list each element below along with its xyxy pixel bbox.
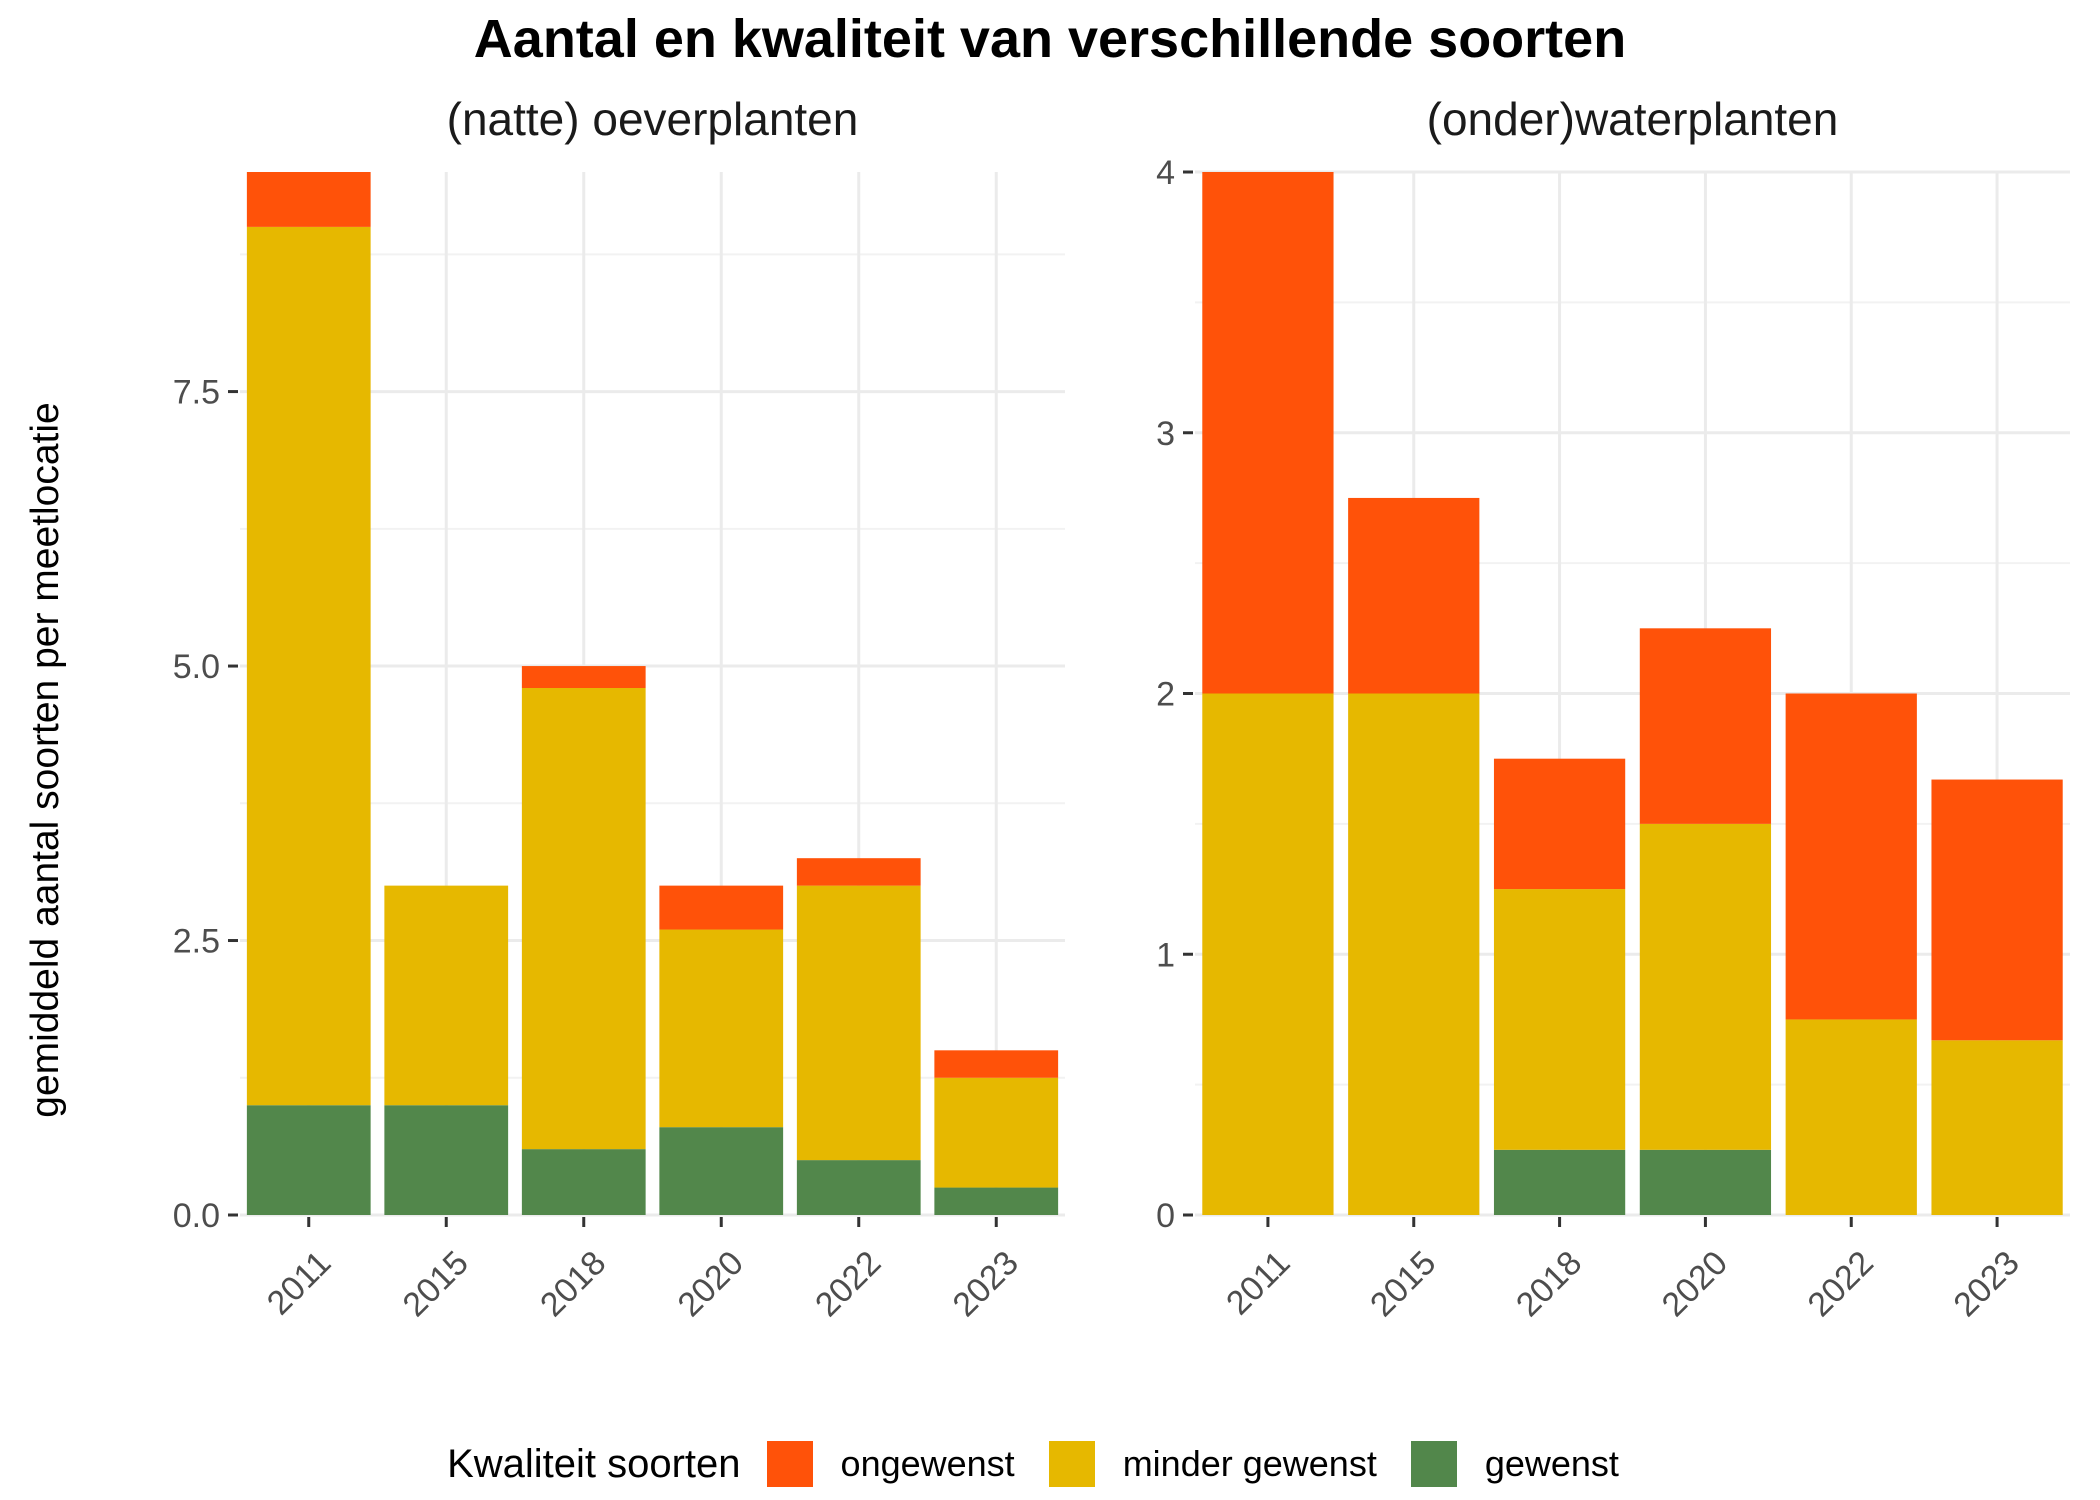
- legend: Kwaliteit soorten ongewenst minder gewen…: [0, 1432, 2100, 1496]
- legend-label-gewenst: gewenst: [1484, 1443, 1619, 1484]
- bar-ongewenst-2018: [1493, 758, 1626, 890]
- x-tick-label: 2020: [671, 1244, 751, 1324]
- legend-key-gewenst: [1410, 1441, 1457, 1487]
- bar-minder-gewenst-2018: [1493, 889, 1626, 1150]
- bar-minder-gewenst-2023: [1931, 1040, 2063, 1215]
- bar-minder-gewenst-2023: [934, 1077, 1059, 1188]
- bar-minder-gewenst-2011: [1202, 693, 1334, 1215]
- legend-label-ongewenst: ongewenst: [840, 1443, 1015, 1484]
- bar-ongewenst-2020: [659, 885, 784, 930]
- chart-canvas: 0.0 2.5 5.0 7.5 2011 2015 2018 2020 2022 2023 (nat…: [173, 93, 2070, 1324]
- bar-minder-gewenst-2020: [659, 929, 784, 1128]
- bar-minder-gewenst-2015: [1348, 693, 1480, 1215]
- x-tick-label: 2022: [808, 1244, 888, 1324]
- panel-2: 0 1 2 3 4 2011 2015 2018 2020 2022 2023 (onder)wate…: [1156, 93, 2070, 1324]
- bar-ongewenst-2022: [796, 858, 921, 886]
- chart-title: Aantal en kwaliteit van verschillende so…: [473, 9, 1627, 69]
- bar-minder-gewenst-2018: [521, 688, 646, 1150]
- x-tick-label: 2015: [396, 1244, 476, 1324]
- panel-1: 0.0 2.5 5.0 7.5 2011 2015 2018 2020 2022 2023 (nat…: [173, 93, 1065, 1324]
- x-tick-label: 2018: [1509, 1244, 1589, 1324]
- facet-title: (onder)waterplanten: [1427, 93, 1839, 145]
- bar-gewenst-2018: [521, 1149, 646, 1215]
- bar-minder-gewenst-2022: [796, 885, 921, 1161]
- bar-ongewenst-2023: [1931, 779, 2063, 1041]
- y-tick-label: 2.5: [173, 923, 220, 961]
- bar-ongewenst-2011: [1202, 172, 1334, 694]
- x-tick-label: 2018: [533, 1244, 613, 1324]
- x-tick-label: 2011: [1219, 1244, 1298, 1323]
- bar-ongewenst-2020: [1639, 628, 1772, 824]
- bar-gewenst-2011: [246, 1105, 371, 1215]
- legend-key-ongewenst: [766, 1441, 813, 1487]
- y-tick-label: 7.5: [173, 374, 220, 412]
- legend-key-minder-gewenst: [1048, 1441, 1095, 1487]
- bar-ongewenst-2018: [521, 666, 646, 689]
- legend-item-ongewenst: ongewenst: [766, 1441, 1015, 1487]
- bar-minder-gewenst-2015: [384, 885, 509, 1106]
- legend-title: Kwaliteit soorten: [447, 1441, 741, 1486]
- bar-minder-gewenst-2011: [246, 226, 371, 1106]
- facet-title: (natte) oeverplanten: [447, 93, 859, 145]
- bar-gewenst-2023: [934, 1187, 1059, 1215]
- bar-gewenst-2020: [659, 1127, 784, 1215]
- x-tick-label: 2022: [1801, 1244, 1881, 1324]
- y-tick-label: 4: [1156, 154, 1175, 192]
- y-tick-label: 0: [1156, 1197, 1175, 1235]
- y-tick-label: 5.0: [173, 648, 220, 686]
- bar-gewenst-2018: [1493, 1149, 1626, 1215]
- x-tick-label: 2023: [1946, 1244, 2026, 1324]
- legend-item-gewenst: gewenst: [1410, 1441, 1619, 1487]
- bar-gewenst-2020: [1639, 1149, 1772, 1215]
- x-tick-label: 2011: [260, 1244, 339, 1323]
- y-tick-label: 0.0: [173, 1197, 220, 1235]
- legend-label-minder-gewenst: minder gewenst: [1122, 1443, 1377, 1484]
- x-tick-label: 2015: [1363, 1244, 1443, 1324]
- y-tick-label: 3: [1156, 415, 1175, 453]
- x-tick-label: 2020: [1655, 1244, 1735, 1324]
- bar-gewenst-2022: [796, 1160, 921, 1215]
- bar-ongewenst-2011: [246, 172, 371, 227]
- y-tick-label: 1: [1156, 936, 1175, 974]
- bar-minder-gewenst-2020: [1639, 823, 1772, 1150]
- bar-ongewenst-2023: [934, 1050, 1059, 1078]
- x-tick-label: 2023: [946, 1244, 1026, 1324]
- legend-item-minder-gewenst: minder gewenst: [1048, 1441, 1377, 1487]
- y-tick-label: 2: [1156, 676, 1175, 714]
- bar-gewenst-2015: [384, 1105, 509, 1215]
- bar-minder-gewenst-2022: [1785, 1019, 1917, 1215]
- bar-ongewenst-2022: [1785, 693, 1917, 1020]
- bar-ongewenst-2015: [1348, 497, 1480, 694]
